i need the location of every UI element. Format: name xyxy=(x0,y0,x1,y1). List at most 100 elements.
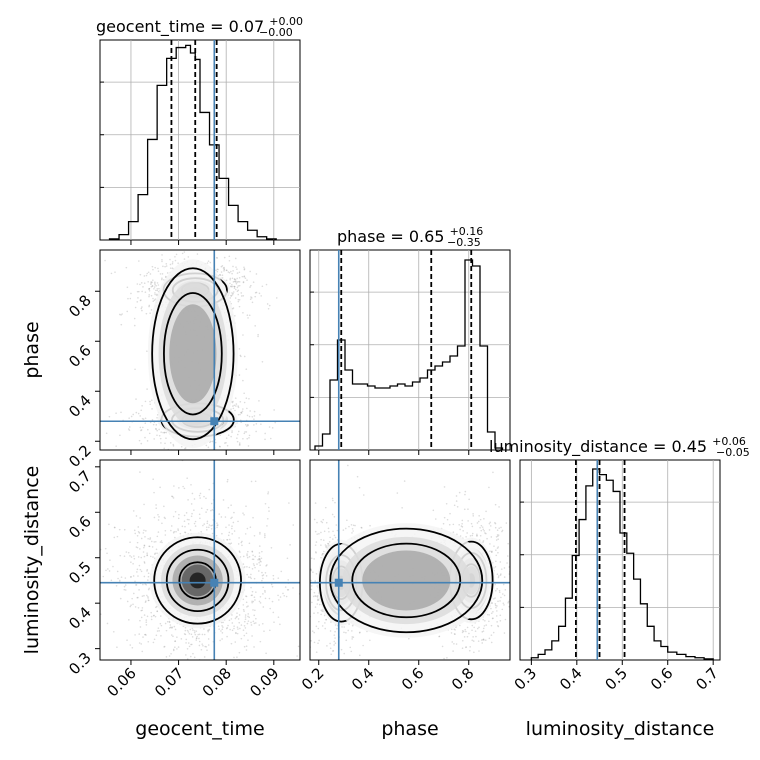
sample-point xyxy=(161,541,163,544)
sample-point xyxy=(161,277,163,280)
sample-point xyxy=(318,639,320,642)
sample-point xyxy=(156,414,159,416)
sample-point xyxy=(232,281,235,283)
sample-point xyxy=(135,546,138,548)
sample-point xyxy=(179,532,182,535)
sample-point xyxy=(332,649,335,652)
sample-point xyxy=(210,509,212,512)
sample-point xyxy=(230,294,232,297)
sample-point xyxy=(241,540,243,543)
sample-point xyxy=(158,428,160,431)
sample-point xyxy=(126,286,129,289)
sample-point xyxy=(497,551,499,554)
sample-point xyxy=(147,640,150,643)
sample-point xyxy=(223,268,226,271)
sample-point xyxy=(245,431,248,433)
sample-point xyxy=(190,503,193,505)
sample-point xyxy=(229,282,231,285)
sample-point xyxy=(155,427,157,430)
sample-point xyxy=(241,544,243,547)
sample-point xyxy=(254,566,256,569)
sample-point xyxy=(453,642,455,645)
sample-point xyxy=(489,550,491,552)
xtick-label-phase-3: 0.8 xyxy=(448,664,478,694)
sample-point xyxy=(247,445,250,447)
sample-point xyxy=(236,440,239,443)
sample-point xyxy=(502,602,505,605)
sample-point xyxy=(177,646,180,648)
sample-point xyxy=(141,595,144,597)
sample-point xyxy=(462,529,464,532)
sample-point xyxy=(226,269,228,272)
sample-point xyxy=(495,535,498,538)
sample-point xyxy=(244,627,247,629)
sample-point xyxy=(153,516,156,519)
sample-point xyxy=(172,648,175,651)
sample-point xyxy=(191,512,193,515)
xlabel-phase: phase xyxy=(381,718,438,740)
sample-point xyxy=(142,532,145,534)
sample-point xyxy=(326,545,328,547)
sample-point xyxy=(148,294,150,296)
sample-point xyxy=(255,291,258,294)
sample-point xyxy=(231,430,233,432)
sample-point xyxy=(359,631,361,634)
sample-point xyxy=(464,493,466,496)
sample-point xyxy=(496,573,499,575)
sample-point xyxy=(140,616,143,619)
sample-point xyxy=(144,601,147,603)
hist-line-luminosity_distance xyxy=(530,468,714,660)
sample-point xyxy=(264,502,267,505)
sample-point xyxy=(241,410,244,413)
density-fill-0-4 xyxy=(189,572,206,589)
sample-point xyxy=(154,292,156,294)
sample-point xyxy=(351,636,354,638)
sample-point xyxy=(247,424,249,427)
sample-point xyxy=(228,524,230,526)
frame-geocent_time_luminosity_distance xyxy=(99,459,301,661)
sample-point xyxy=(334,642,337,644)
sample-point xyxy=(228,255,231,258)
sample-point xyxy=(497,535,499,538)
sample-point xyxy=(268,304,271,307)
sample-point xyxy=(115,412,117,415)
sample-point xyxy=(349,646,352,649)
sample-point xyxy=(189,529,192,531)
sample-point xyxy=(274,421,277,424)
sample-point xyxy=(154,540,157,543)
sample-point xyxy=(191,643,193,646)
sample-point xyxy=(206,649,208,652)
sample-point xyxy=(333,515,336,518)
sample-point xyxy=(321,625,324,627)
sample-point xyxy=(198,513,201,516)
sample-point xyxy=(494,597,496,599)
sample-point xyxy=(254,295,257,298)
sample-point xyxy=(228,271,231,274)
sample-point xyxy=(145,245,147,247)
sample-point xyxy=(186,477,188,479)
xtick-label-luminosity_distance-3: 0.6 xyxy=(647,664,677,694)
sample-point xyxy=(152,279,154,281)
sample-point xyxy=(156,610,159,612)
sample-point xyxy=(182,485,184,488)
title-luminosity-distance-minus: −0.05 xyxy=(716,446,750,459)
sample-point xyxy=(238,444,241,446)
sample-point xyxy=(149,555,152,558)
sample-point xyxy=(235,405,237,407)
sample-point xyxy=(261,571,263,574)
sample-point xyxy=(229,277,232,280)
sample-point xyxy=(155,507,158,510)
sample-point xyxy=(138,642,141,644)
sample-point xyxy=(499,600,501,602)
sample-point xyxy=(137,606,140,609)
sample-point xyxy=(230,517,232,520)
sample-point xyxy=(469,535,472,537)
sample-point xyxy=(147,575,150,578)
sample-point xyxy=(95,546,97,548)
sample-point xyxy=(240,541,243,544)
sample-point xyxy=(127,428,130,430)
sample-point xyxy=(506,555,509,557)
sample-point xyxy=(257,558,259,561)
sample-point xyxy=(140,299,142,301)
ytick-label-phase-0: 0.2 xyxy=(65,441,95,471)
